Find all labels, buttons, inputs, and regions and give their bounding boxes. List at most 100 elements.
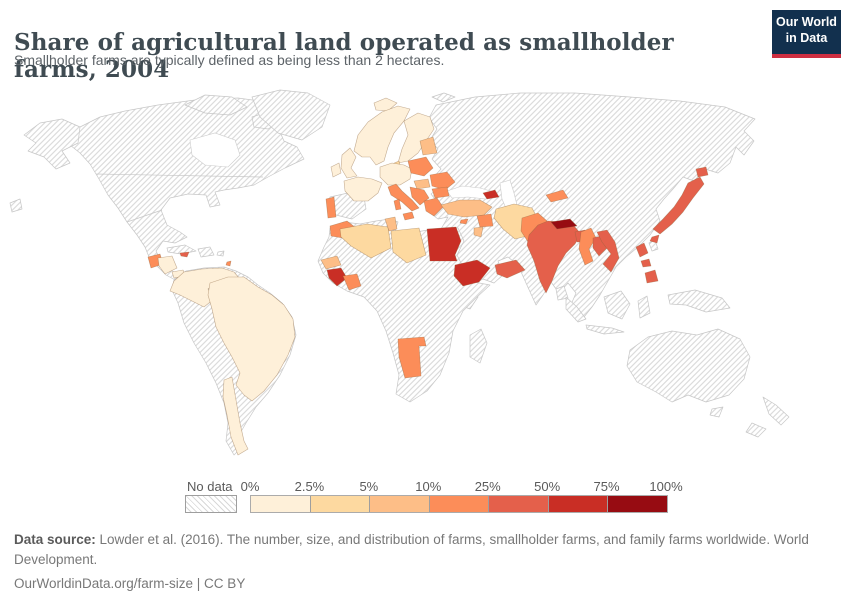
country-sicily[interactable]	[402, 211, 415, 221]
source-line: Data source: Lowder et al. (2016). The n…	[14, 530, 814, 569]
country-namibia[interactable]	[397, 336, 427, 379]
owid-logo[interactable]: Our World in Data	[772, 10, 841, 58]
owid-logo-line1: Our World	[776, 15, 837, 29]
country-honduras[interactable]	[157, 255, 178, 275]
legend-bin-6[interactable]	[607, 496, 668, 512]
world-map-canvas[interactable]	[0, 85, 850, 475]
country-bulgaria[interactable]	[431, 186, 450, 199]
country-greece[interactable]	[423, 197, 444, 217]
legend-bin-1[interactable]	[309, 496, 370, 512]
legend-tick-label: 100%	[649, 479, 683, 494]
legend-bin-4[interactable]	[488, 496, 548, 512]
landmass-borneo	[603, 290, 631, 320]
us-canada-border	[95, 173, 264, 178]
chart-footer: Data source: Lowder et al. (2016). The n…	[14, 530, 814, 594]
country-iceland[interactable]	[373, 97, 398, 112]
country-cote-divoire[interactable]	[342, 273, 362, 291]
country-vietnam[interactable]	[596, 229, 620, 273]
landmass-new-guinea	[667, 289, 731, 313]
country-norway-sweden[interactable]	[353, 105, 411, 166]
legend-bin-5[interactable]	[547, 496, 608, 512]
country-senegal[interactable]	[320, 255, 342, 270]
country-nepal[interactable]	[550, 218, 578, 230]
country-jordan[interactable]	[473, 226, 484, 238]
country-india[interactable]	[526, 220, 582, 294]
country-ethiopia[interactable]	[453, 259, 491, 287]
landmass-alaska	[23, 118, 81, 170]
legend-no-data-swatch[interactable]	[185, 495, 237, 513]
country-finland[interactable]	[397, 112, 435, 164]
country-cyprus[interactable]	[459, 218, 469, 225]
landmass-sri-lanka	[555, 285, 569, 301]
country-sardinia[interactable]	[393, 198, 402, 211]
country-philippines-mindanao[interactable]	[644, 269, 659, 284]
legend-tick-label: 0%	[240, 479, 260, 494]
legend-tick-label: 10%	[415, 479, 442, 494]
landmass-greenland	[251, 89, 331, 141]
country-portugal[interactable]	[325, 196, 337, 219]
hudson-bay	[189, 132, 241, 168]
country-philippines-visayas[interactable]	[640, 258, 652, 268]
source-text: Lowder et al. (2016). The number, size, …	[14, 532, 809, 567]
no-data-landmasses	[9, 89, 790, 456]
landmass-australia	[626, 328, 751, 403]
landmass-java	[585, 324, 625, 335]
landmass-madagascar	[469, 328, 488, 364]
landmass-chukotka-wrap	[9, 198, 23, 213]
legend-bin-0[interactable]	[251, 496, 310, 512]
country-france[interactable]	[343, 176, 383, 202]
country-poland[interactable]	[407, 156, 434, 177]
country-turkey[interactable]	[440, 199, 493, 218]
country-chile[interactable]	[222, 376, 249, 456]
country-jamaica[interactable]	[179, 251, 190, 258]
legend-tick-label: 25%	[474, 479, 501, 494]
landmass-svalbard	[431, 92, 456, 103]
legend-bin-2[interactable]	[369, 496, 429, 512]
owid-logo-line2: in Data	[785, 30, 828, 45]
legend-tick-label: 2.5%	[294, 479, 325, 494]
landmass-hispaniola	[197, 246, 215, 258]
country-italy[interactable]	[387, 183, 420, 212]
country-germany[interactable]	[379, 162, 413, 186]
country-hungary[interactable]	[413, 178, 431, 190]
source-label: Data source:	[14, 532, 96, 547]
landmass-tasmania	[709, 406, 724, 418]
legend-tick-label: 5%	[359, 479, 379, 494]
country-algeria[interactable]	[339, 223, 392, 259]
legend-color-bar[interactable]	[250, 495, 668, 513]
legend-tick-label: 50%	[534, 479, 561, 494]
country-uk[interactable]	[340, 147, 358, 179]
world-map[interactable]	[0, 85, 850, 475]
footer-link[interactable]: OurWorldinData.org/farm-size | CC BY	[14, 576, 246, 592]
country-egypt[interactable]	[426, 226, 462, 262]
country-myanmar[interactable]	[578, 227, 597, 266]
country-kyrgyzstan[interactable]	[545, 189, 569, 203]
landmass-sumatra	[565, 296, 587, 323]
country-antilles[interactable]	[225, 260, 232, 267]
country-syria[interactable]	[476, 213, 494, 228]
country-tunisia[interactable]	[384, 216, 398, 232]
landmass-puerto-rico	[216, 250, 225, 257]
us-mexico-border	[126, 209, 163, 223]
country-ireland[interactable]	[330, 162, 342, 178]
country-yemen[interactable]	[494, 259, 526, 279]
landmass-nz-south	[745, 422, 767, 438]
country-japan[interactable]	[652, 176, 705, 235]
landmass-sulawesi	[637, 295, 651, 319]
country-romania[interactable]	[429, 171, 456, 191]
data-countries[interactable]	[147, 97, 709, 456]
country-japan-kyushu[interactable]	[649, 234, 660, 244]
legend-no-data-label: No data	[187, 479, 233, 494]
page-title: Share of agricultural land operated as s…	[14, 29, 674, 84]
country-georgia[interactable]	[482, 189, 500, 200]
country-japan-hokkaido[interactable]	[695, 166, 709, 178]
legend-bin-3[interactable]	[428, 496, 489, 512]
country-guinea[interactable]	[326, 267, 348, 287]
chart-subtitle: Smallholder farms are typically defined …	[14, 52, 445, 68]
country-libya[interactable]	[390, 227, 427, 264]
country-philippines-luzon[interactable]	[635, 242, 649, 258]
landmass-nz-north	[762, 396, 790, 426]
country-baltics[interactable]	[419, 136, 438, 156]
country-brazil[interactable]	[207, 276, 296, 402]
